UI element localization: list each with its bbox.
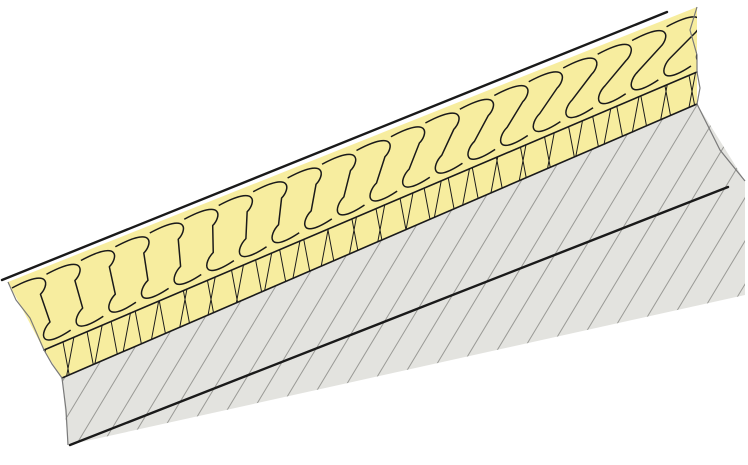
batt-curve: [663, 16, 697, 77]
batt-curve: [562, 57, 598, 119]
batt-curve: [630, 29, 667, 91]
crosshatch-line: [44, 72, 47, 378]
batt-curve: [493, 84, 529, 147]
substrate-fill: [62, 104, 745, 445]
batt-curve: [356, 139, 398, 202]
crosshatch-line: [0, 70, 20, 390]
batt-curve: [459, 98, 496, 160]
batt-curve: [218, 194, 267, 258]
batt-curve: [252, 181, 300, 244]
insulation-batt-layer: [8, 7, 697, 350]
batt-curve: [114, 236, 170, 299]
batt-curve: [695, 7, 697, 63]
batt-curve: [80, 249, 137, 313]
batt-to-board-line: [43, 71, 698, 351]
section-outlines: [0, 10, 730, 447]
bottom-edge-line: [68, 185, 730, 447]
batt-curve: [183, 208, 235, 272]
top-edge-line: [0, 10, 669, 282]
crosshatch-line: [44, 72, 47, 378]
crosshatch-line: [0, 70, 20, 390]
right-break-line: [689, 6, 746, 182]
insulation-board-fill: [44, 72, 697, 378]
batt-curve: [597, 43, 633, 105]
batt-curve: [321, 153, 365, 216]
insulation-batt-pattern: [8, 7, 697, 350]
break-lines: [7, 6, 746, 446]
batt-curve: [46, 263, 104, 327]
board-to-substrate-line: [61, 103, 698, 379]
batt-curve: [11, 277, 72, 341]
left-break-line: [7, 281, 69, 446]
batt-curve: [390, 126, 431, 188]
batt-curve: [528, 71, 564, 133]
batt-curve: [425, 112, 463, 174]
batt-curve: [287, 167, 333, 230]
batt-curve: [149, 222, 202, 286]
